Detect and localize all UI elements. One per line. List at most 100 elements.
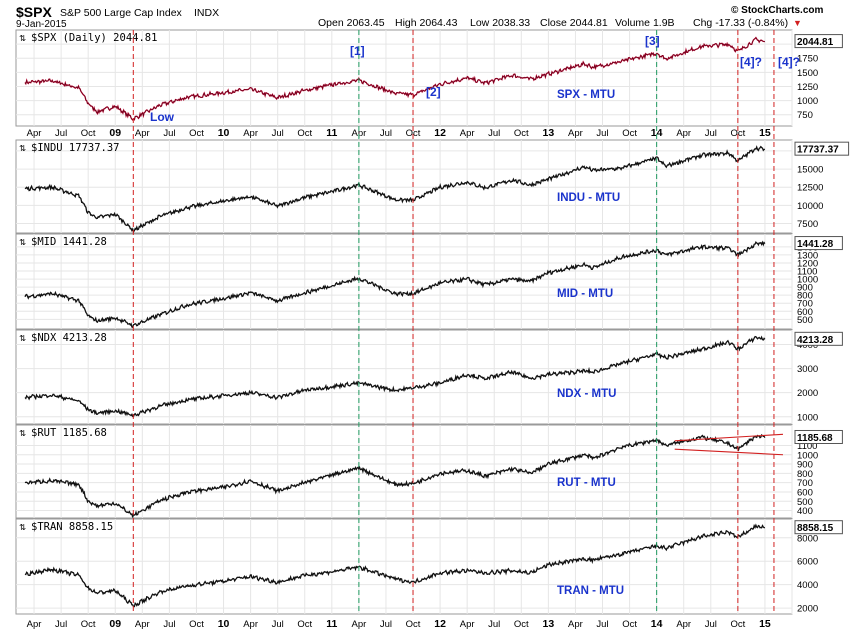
panel-frame [15, 424, 793, 519]
y-tick-label: 500 [797, 315, 813, 326]
y-tick-label: 1250 [797, 82, 818, 93]
y-tick-label: 15000 [797, 165, 823, 176]
x-tick-label: Jul [272, 128, 284, 139]
last-value-box [794, 331, 843, 346]
x-tick-label: 14 [651, 127, 663, 139]
y-tick-label: 3000 [797, 364, 818, 375]
panels: 750 1000 1250 1500 1750 2000 ⇅ $SPX (Daily) 204… [15, 29, 850, 615]
last-value-label: 4213.28 [797, 335, 834, 346]
mtu-label: MID - MTU [557, 288, 613, 300]
panel-frame [15, 29, 793, 127]
x-tick-label: Jul [488, 128, 500, 139]
last-value-label: 2044.81 [797, 37, 834, 48]
x-tick-label: Apr [676, 619, 691, 630]
ohlc-label: Low [470, 17, 492, 29]
x-tick-label: Oct [406, 128, 421, 139]
x-tick-label: Jul [163, 619, 175, 630]
y-tick-label: 700 [797, 299, 813, 310]
ohlc-label: Chg [693, 17, 715, 29]
trendline [674, 448, 784, 456]
x-tick-label: Oct [730, 619, 745, 630]
x-tick-label: Oct [514, 619, 529, 630]
x-tick-label: Oct [297, 619, 312, 630]
x-tick-label: Oct [514, 128, 529, 139]
ohlc-label: Open [318, 17, 347, 29]
y-tick-label: 400 [797, 506, 813, 517]
y-tick-label: 2000 [797, 388, 818, 399]
panel-icon: ⇅ [19, 143, 26, 153]
index-name: S&P 500 Large Cap Index [60, 7, 183, 19]
x-tick-label: Jul [596, 619, 608, 630]
x-tick-label: Jul [705, 128, 717, 139]
last-value-box [794, 429, 843, 444]
panel-title: $SPX (Daily) 2044.81 [31, 32, 157, 44]
y-tick-label: 1000 [797, 275, 818, 286]
y-tick-label: 7500 [797, 219, 818, 230]
panel-frame [15, 518, 793, 615]
brand-label: © StockCharts.com [731, 5, 824, 16]
panel-title: $NDX 4213.28 [31, 332, 107, 344]
panel-frame [15, 329, 793, 425]
panel-indu: 750010000125001500017500⇅$INDU 17737.371… [15, 139, 850, 234]
last-value-box [794, 34, 843, 49]
x-tick-label: Jul [163, 128, 175, 139]
x-tick-label: Apr [568, 128, 583, 139]
y-tick-label: 1750 [797, 54, 818, 65]
low-annotation: Low [150, 110, 175, 124]
y-tick-label: 1200 [797, 258, 818, 269]
y-tick-label: 8000 [797, 533, 818, 544]
last-value-label: 1185.68 [797, 433, 833, 444]
panel-icon: ⇅ [19, 333, 26, 343]
x-tick-label: Jul [488, 619, 500, 630]
x-tick-label: Apr [568, 619, 583, 630]
ohlc-value: 2064.43 [420, 17, 458, 29]
panel-frame [15, 139, 793, 234]
price-line [24, 240, 766, 329]
y-tick-label: 4000 [797, 580, 818, 591]
x-tick-label: 09 [109, 618, 121, 630]
price-line-outline [24, 37, 765, 121]
panel-ndx: 1000200030004000⇅$NDX 4213.284213.28NDX … [15, 329, 843, 425]
x-tick-label: 14 [651, 618, 663, 630]
ohlc-low: Low 2038.33 [470, 17, 530, 29]
y-tick-label: 700 [797, 478, 813, 489]
ohlc-open: Open 2063.45 [318, 17, 385, 29]
ohlc-value: 2038.33 [492, 17, 530, 29]
x-tick-label: Oct [81, 128, 96, 139]
y-tick-label: 800 [797, 291, 813, 302]
x-axis: Apr Jul Oct 09 Apr Jul Oct 10 Apr Jul Oct 11 Apr Jul O… [27, 127, 771, 630]
ohlc-label: High [395, 17, 420, 29]
x-tick-label: Oct [622, 619, 637, 630]
y-tick-label: 900 [797, 460, 813, 471]
y-tick-label: 2000 [797, 604, 818, 615]
y-tick-label: 1000 [797, 96, 818, 107]
x-tick-label: Apr [243, 619, 258, 630]
panel-title: $TRAN 8858.15 [31, 521, 113, 533]
x-tick-label: 11 [326, 618, 337, 630]
x-tick-label: Oct [189, 619, 204, 630]
x-tick-label: Jul [380, 128, 392, 139]
y-tick-label: 1500 [797, 68, 818, 79]
ohlc-chg: Chg -17.33 (-0.84%) [693, 17, 788, 29]
y-tick-label: 1300 [797, 250, 818, 261]
ohlc-volume: Volume 1.9B [615, 17, 675, 29]
last-value-label: 1441.28 [797, 239, 834, 250]
last-value-box [794, 141, 850, 156]
panel-icon: ⇅ [19, 428, 26, 438]
panel-tran: 2000 4000 6000 8000 ⇅ $TRAN 8858.15 8858.15 TRA… [15, 518, 843, 615]
x-tick-label: 10 [218, 127, 230, 139]
ohlc-high: High 2064.43 [395, 17, 458, 29]
panel-icon: ⇅ [19, 33, 26, 43]
y-tick-label: 12500 [797, 183, 823, 194]
x-tick-label: 11 [326, 127, 337, 139]
x-tick-label: 15 [759, 618, 771, 630]
y-tick-label: 1000 [797, 450, 818, 461]
x-tick-label: Apr [27, 619, 42, 630]
ohlc-value: 2063.45 [347, 17, 385, 29]
y-tick-label: 6000 [797, 557, 818, 568]
wave-1-annotation: [1] [350, 44, 365, 58]
trendline [674, 433, 784, 442]
x-tick-label: Apr [135, 619, 150, 630]
